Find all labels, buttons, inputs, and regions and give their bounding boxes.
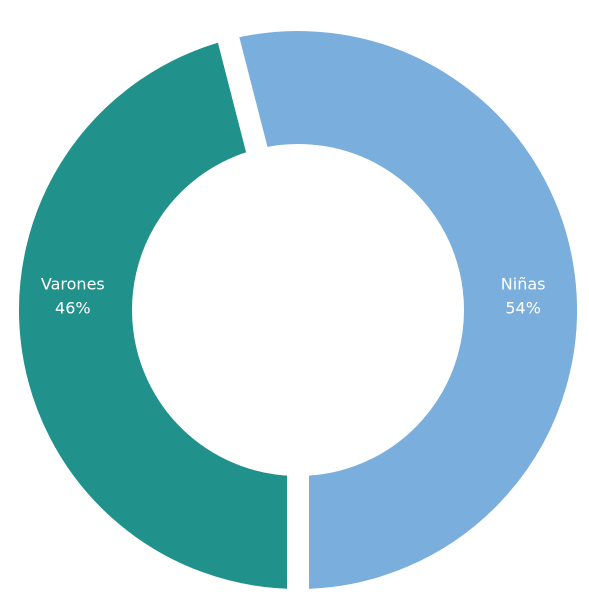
- slice-value-label: 54%: [505, 299, 541, 318]
- donut-slice: [212, 9, 589, 592]
- slice-value-label: 46%: [55, 299, 91, 318]
- donut-slice: [0, 15, 309, 592]
- slice-label: Niñas: [501, 275, 546, 294]
- slice-label: Varones: [41, 275, 105, 294]
